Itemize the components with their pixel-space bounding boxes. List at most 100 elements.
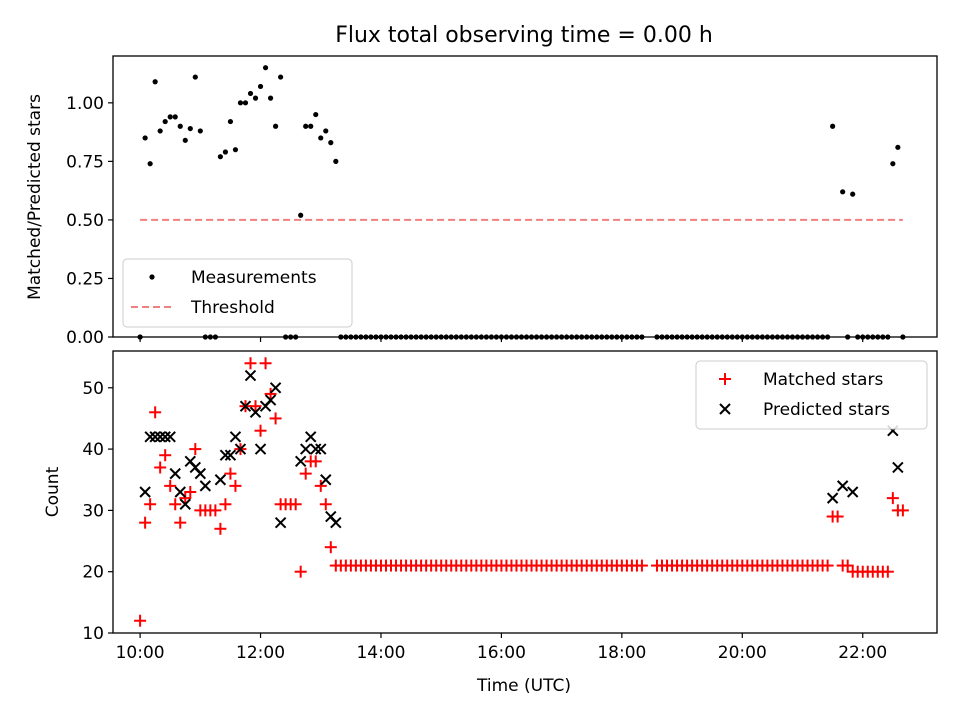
predicted-star-point: [249, 406, 262, 419]
bottom-x-tick-label: 12:00: [236, 643, 285, 663]
matched-star-point: [184, 486, 197, 498]
top-panel: 0.00 0.25 0.50 0.75 1.00 Matched/Predicted s…: [25, 55, 938, 348]
matched-star-point: [159, 449, 172, 462]
matched-star-point: [269, 412, 282, 425]
legend-predicted-marker: [719, 403, 731, 415]
matched-star-point: [841, 559, 854, 572]
top-y-tick-label: 0.25: [66, 269, 104, 289]
top-y-tick-label: 0.75: [66, 152, 104, 172]
measurement-point: [830, 123, 836, 129]
matched-star-point: [214, 522, 227, 535]
predicted-star-point: [149, 431, 161, 443]
bottom-x-tick-label: 16:00: [477, 643, 526, 663]
predicted-star-point: [836, 480, 849, 492]
matched-star-point: [224, 467, 237, 480]
bottom-x-tick-label: 20:00: [718, 643, 767, 663]
measurement-point: [197, 128, 203, 134]
predicted-star-point: [239, 400, 252, 412]
matched-star-point: [319, 498, 332, 511]
predicted-star-point: [305, 431, 317, 443]
measurement-point: [323, 128, 329, 134]
bottom-y-tick-label: 10: [82, 624, 104, 644]
predicted-star-point: [164, 431, 176, 443]
legend-predicted-label: Predicted stars: [763, 400, 890, 420]
bottom-y-tick-label: 50: [82, 379, 104, 399]
measurement-point: [272, 123, 279, 129]
matched-star-point: [324, 541, 337, 554]
bottom-plot-frame: [112, 350, 938, 634]
predicted-star-point: [330, 516, 342, 529]
measurement-point: [147, 161, 153, 167]
legend-measurements-label: Measurements: [191, 268, 317, 288]
matched-star-point: [164, 479, 177, 492]
matched-star-point: [219, 498, 232, 511]
matched-star-point: [264, 387, 277, 400]
predicted-star-point: [169, 467, 181, 480]
top-plot-frame: [112, 55, 938, 338]
predicted-star-point: [310, 443, 322, 455]
predicted-star-point: [139, 486, 151, 498]
matched-star-point: [189, 443, 202, 456]
predicted-star-point: [219, 449, 232, 461]
measurement-point: [162, 118, 168, 125]
measurement-point: [252, 95, 259, 101]
bottom-y-axis-label: Count: [43, 466, 63, 517]
matched-star-point: [821, 559, 834, 572]
matched-star-point: [149, 406, 162, 419]
predicted-star-point: [892, 461, 904, 474]
measurement-point: [895, 144, 901, 150]
bottom-legend-box: [695, 360, 928, 430]
measurement-point: [303, 123, 309, 129]
predicted-star-point: [174, 486, 186, 498]
matched-star-point: [881, 565, 894, 578]
matched-star-point: [154, 461, 167, 474]
predicted-star-point: [299, 443, 312, 455]
predicted-star-point: [234, 443, 247, 455]
measurement-point: [298, 212, 304, 218]
predicted-star-point: [826, 492, 839, 504]
top-y-axis-label: Matched/Predicted stars: [25, 94, 45, 300]
bottom-legend: Matched stars Predicted stars: [695, 360, 928, 430]
matched-star-point: [635, 559, 648, 572]
matched-star-point: [289, 498, 302, 511]
measurement-point: [278, 74, 284, 80]
legend-matched-label: Matched stars: [763, 370, 883, 390]
measurement-point: [167, 114, 173, 120]
top-legend-box: [122, 258, 353, 328]
matched-star-point: [229, 479, 242, 492]
predicted-star-point: [846, 486, 859, 498]
measurement-point: [142, 135, 148, 141]
measurement-point: [242, 100, 249, 106]
matched-star-point: [309, 455, 322, 468]
measurement-point: [157, 128, 163, 134]
matched-star-point: [254, 424, 267, 437]
bottom-y-tick-label: 30: [82, 501, 104, 521]
measurement-point: [177, 123, 183, 129]
predicted-star-point: [274, 516, 287, 529]
legend-measurements-marker: [149, 274, 155, 280]
matched-star-point: [174, 516, 187, 529]
measurement-point: [318, 135, 324, 141]
bottom-y-tick-label: 40: [82, 440, 104, 460]
predicted-star-point: [320, 474, 332, 486]
predicted-star-point: [315, 443, 327, 455]
bottom-x-tick-label: 14:00: [356, 643, 405, 663]
predicted-star-point: [214, 474, 227, 486]
predicted-star-point: [224, 449, 237, 461]
matched-star-point: [144, 498, 157, 511]
measurement-point: [267, 95, 274, 101]
x-axis-label: Time (UTC): [476, 676, 571, 696]
measurement-point: [313, 111, 319, 118]
measurement-point: [333, 158, 339, 164]
matched-star-point: [244, 357, 257, 370]
top-y-tick-label: 0.00: [66, 328, 104, 348]
measurement-point: [217, 154, 223, 160]
measurement-point: [308, 123, 314, 129]
predicted-star-point: [179, 498, 191, 510]
predicted-star-point: [159, 431, 171, 443]
predicted-star-point: [254, 443, 267, 455]
predicted-star-point: [199, 480, 212, 492]
bottom-x-tick-label: 22:00: [838, 643, 887, 663]
matched-star-point: [169, 498, 182, 511]
matched-star-point: [139, 516, 152, 529]
